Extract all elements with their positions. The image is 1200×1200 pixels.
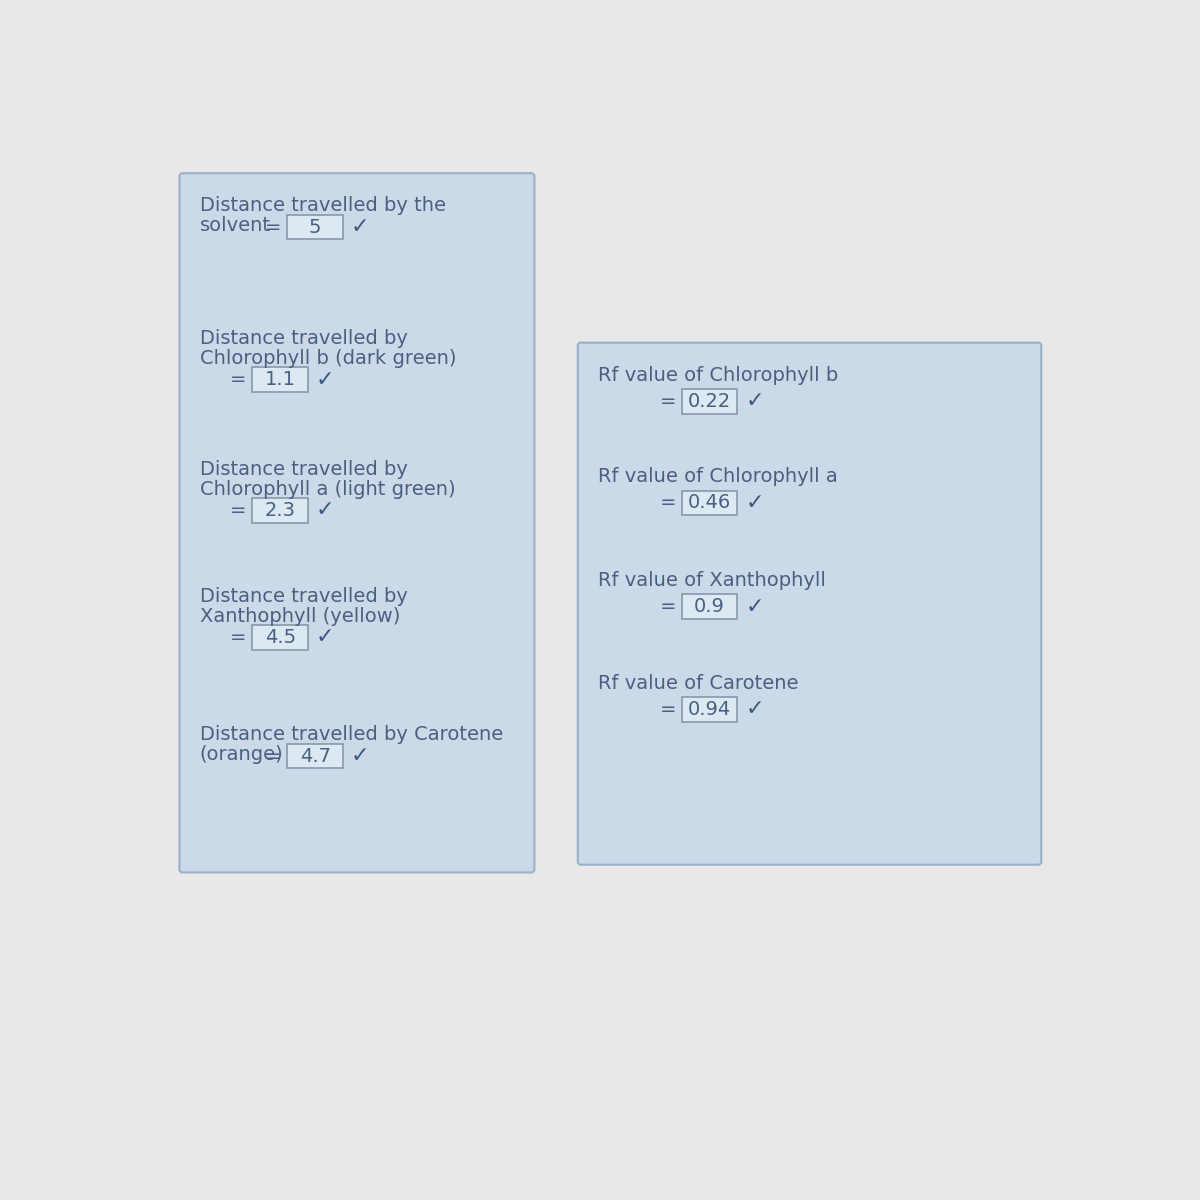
Text: =: =: [660, 493, 676, 512]
FancyBboxPatch shape: [252, 625, 308, 650]
Text: =: =: [660, 598, 676, 617]
Text: 4.5: 4.5: [265, 628, 295, 647]
Text: Rf value of Carotene: Rf value of Carotene: [598, 673, 798, 692]
FancyBboxPatch shape: [578, 343, 1042, 865]
Text: solvent: solvent: [199, 216, 271, 235]
Text: Distance travelled by: Distance travelled by: [199, 460, 408, 479]
Text: ✓: ✓: [350, 217, 370, 238]
FancyBboxPatch shape: [682, 594, 738, 619]
FancyBboxPatch shape: [287, 215, 343, 240]
Text: 0.22: 0.22: [688, 391, 731, 410]
Text: Chlorophyll b (dark green): Chlorophyll b (dark green): [199, 349, 456, 368]
FancyBboxPatch shape: [682, 491, 738, 515]
Text: ✓: ✓: [316, 370, 335, 390]
Text: =: =: [230, 370, 247, 389]
Text: =: =: [660, 700, 676, 719]
Text: ✓: ✓: [745, 700, 764, 719]
Text: 5: 5: [308, 217, 322, 236]
FancyBboxPatch shape: [682, 697, 738, 721]
FancyBboxPatch shape: [252, 498, 308, 523]
Text: Distance travelled by: Distance travelled by: [199, 329, 408, 348]
Text: Distance travelled by the: Distance travelled by the: [199, 197, 445, 215]
Text: =: =: [230, 628, 247, 647]
Text: ✓: ✓: [745, 596, 764, 617]
Text: Distance travelled by Carotene: Distance travelled by Carotene: [199, 725, 503, 744]
FancyBboxPatch shape: [682, 389, 738, 414]
Text: (orange): (orange): [199, 745, 283, 764]
Text: ✓: ✓: [745, 493, 764, 512]
Text: ✓: ✓: [350, 746, 370, 766]
Text: Distance travelled by: Distance travelled by: [199, 587, 408, 606]
FancyBboxPatch shape: [287, 744, 343, 768]
Text: 0.46: 0.46: [688, 493, 731, 512]
Text: ✓: ✓: [316, 628, 335, 648]
Text: 1.1: 1.1: [265, 370, 295, 389]
FancyBboxPatch shape: [180, 173, 534, 872]
Text: Xanthophyll (yellow): Xanthophyll (yellow): [199, 607, 400, 625]
Text: ✓: ✓: [316, 500, 335, 521]
Text: 4.7: 4.7: [300, 746, 330, 766]
Text: 2.3: 2.3: [265, 502, 295, 520]
FancyBboxPatch shape: [252, 367, 308, 392]
Text: =: =: [265, 217, 282, 236]
Text: Chlorophyll a (light green): Chlorophyll a (light green): [199, 480, 455, 499]
Text: ✓: ✓: [745, 391, 764, 412]
Text: 0.94: 0.94: [688, 700, 731, 719]
Text: =: =: [660, 391, 676, 410]
Text: Rf value of Xanthophyll: Rf value of Xanthophyll: [598, 571, 826, 590]
Text: =: =: [265, 746, 282, 766]
Text: =: =: [230, 502, 247, 520]
Text: 0.9: 0.9: [694, 598, 725, 617]
Text: Rf value of Chlorophyll b: Rf value of Chlorophyll b: [598, 366, 839, 385]
Text: Rf value of Chlorophyll a: Rf value of Chlorophyll a: [598, 468, 838, 486]
